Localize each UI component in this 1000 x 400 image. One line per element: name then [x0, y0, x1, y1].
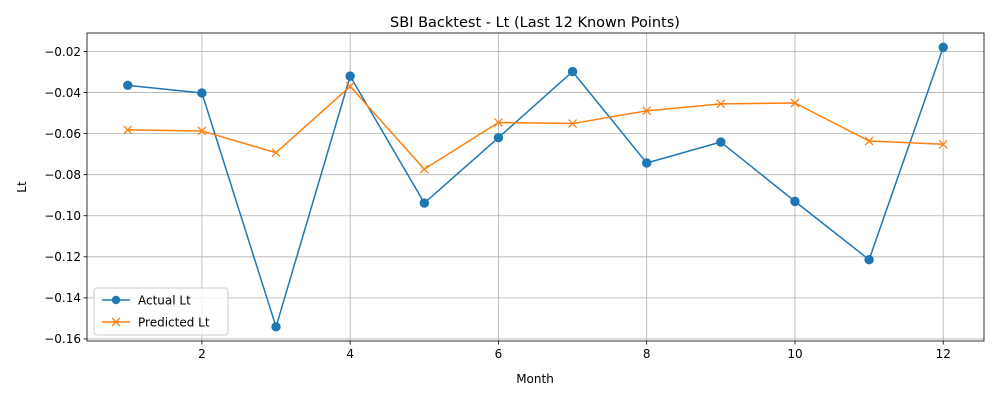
y-tick-label: −0.16 — [44, 332, 81, 346]
data-point — [641, 158, 652, 168]
legend-item: Actual Lt — [102, 293, 191, 307]
y-tick-label: −0.08 — [44, 168, 81, 182]
x-tick-label: 4 — [346, 347, 354, 361]
data-point — [123, 80, 133, 91]
data-point — [790, 98, 800, 108]
x-tick-label: 8 — [643, 347, 651, 361]
x-axis-label: Month — [516, 372, 554, 386]
data-point — [938, 139, 948, 149]
series-line — [127, 47, 944, 328]
data-point — [642, 106, 652, 116]
y-tick-label: −0.02 — [44, 45, 81, 59]
x-tick-label: 2 — [198, 347, 206, 361]
data-point — [716, 137, 726, 147]
legend-label: Predicted Lt — [138, 315, 210, 329]
series-0 — [123, 42, 948, 332]
data-point — [493, 118, 503, 127]
series-1 — [123, 81, 948, 174]
grid — [87, 33, 984, 341]
data-point — [345, 81, 355, 91]
data-point — [568, 119, 578, 129]
x-tick-label: 12 — [936, 347, 951, 361]
x-axis-ticks: 2 4 6 8 10 12 — [198, 341, 951, 361]
data-point — [493, 133, 504, 143]
data-point — [123, 125, 133, 135]
chart-title: SBI Backtest - Lt (Last 12 Known Points) — [390, 15, 680, 31]
data-point — [938, 42, 948, 53]
legend-label: Actual Lt — [138, 293, 191, 307]
series-line — [127, 85, 944, 170]
data-point — [419, 198, 430, 208]
y-tick-label: −0.06 — [44, 127, 81, 141]
y-tick-label: −0.12 — [44, 250, 81, 264]
data-point — [864, 136, 874, 146]
data-point — [790, 196, 800, 207]
series-layer — [123, 42, 948, 332]
data-point — [345, 71, 355, 81]
y-tick-label: −0.04 — [44, 86, 81, 100]
data-point — [864, 254, 874, 265]
plot-frame — [86, 32, 985, 342]
data-point — [197, 126, 207, 136]
legend-marker — [111, 317, 121, 327]
data-point — [567, 66, 578, 77]
x-tick-label: 10 — [787, 347, 802, 361]
legend-marker — [111, 295, 121, 305]
y-tick-label: −0.10 — [44, 209, 81, 223]
data-point — [419, 164, 429, 174]
legend: Actual Lt Predicted Lt — [93, 287, 229, 336]
data-point — [271, 148, 281, 158]
x-tick-label: 6 — [495, 347, 503, 361]
y-axis-ticks: −0.16 −0.14 −0.12 −0.10 −0.08 −0.06 −0.04 −0.02 — [44, 45, 87, 346]
y-tick-label: −0.14 — [44, 291, 81, 305]
y-axis-label: Lt — [15, 181, 29, 193]
data-point — [197, 88, 207, 98]
legend-item: Predicted Lt — [102, 315, 210, 329]
data-point — [271, 322, 281, 332]
data-point — [716, 99, 726, 109]
